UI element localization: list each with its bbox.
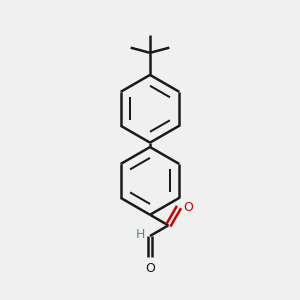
Text: H: H (135, 228, 145, 241)
Text: O: O (183, 200, 193, 214)
Text: O: O (145, 262, 155, 275)
